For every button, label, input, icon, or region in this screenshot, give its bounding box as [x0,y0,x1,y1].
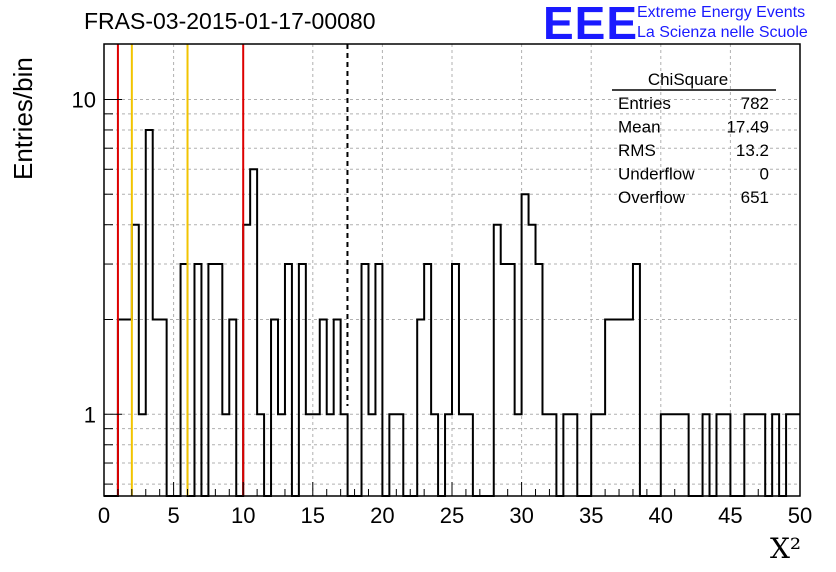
stats-row-value: 13.2 [736,141,769,160]
x-tick-label: 25 [440,503,464,528]
plot-title: FRAS-03-2015-01-17-00080 [84,8,376,34]
x-tick-label: 50 [788,503,812,528]
stats-row-label: RMS [618,141,656,160]
y-tick-label: 10 [72,87,96,112]
eee-logo-mark: EEE [543,0,639,49]
x-tick-label: 35 [579,503,603,528]
x-tick-label: 20 [370,503,394,528]
x-tick-label: 40 [649,503,673,528]
stats-box-title: ChiSquare [648,70,728,89]
x-tick-label: 45 [718,503,742,528]
stats-row-label: Overflow [618,188,686,207]
x-tick-label: 0 [98,503,110,528]
x-tick-label: 30 [509,503,533,528]
stats-row-value: 782 [741,94,769,113]
logo-line1: Extreme Energy Events [637,4,806,21]
x-axis-label: X² [770,532,802,565]
y-tick-label: 1 [84,402,96,427]
stats-row-label: Mean [618,118,661,137]
stats-row-value: 0 [760,165,769,184]
stats-row-label: Underflow [618,165,695,184]
x-tick-label: 15 [301,503,325,528]
x-tick-label: 10 [231,503,255,528]
stats-row-label: Entries [618,94,671,113]
histogram-series [104,128,800,497]
logo-line2: La Scienza nelle Scuole [637,24,808,41]
stats-row-value: 651 [741,188,769,207]
stats-row-value: 17.49 [726,118,769,137]
x-tick-label: 5 [167,503,179,528]
eee-logo-text: Extreme Energy Events La Scienza nelle S… [637,3,808,43]
